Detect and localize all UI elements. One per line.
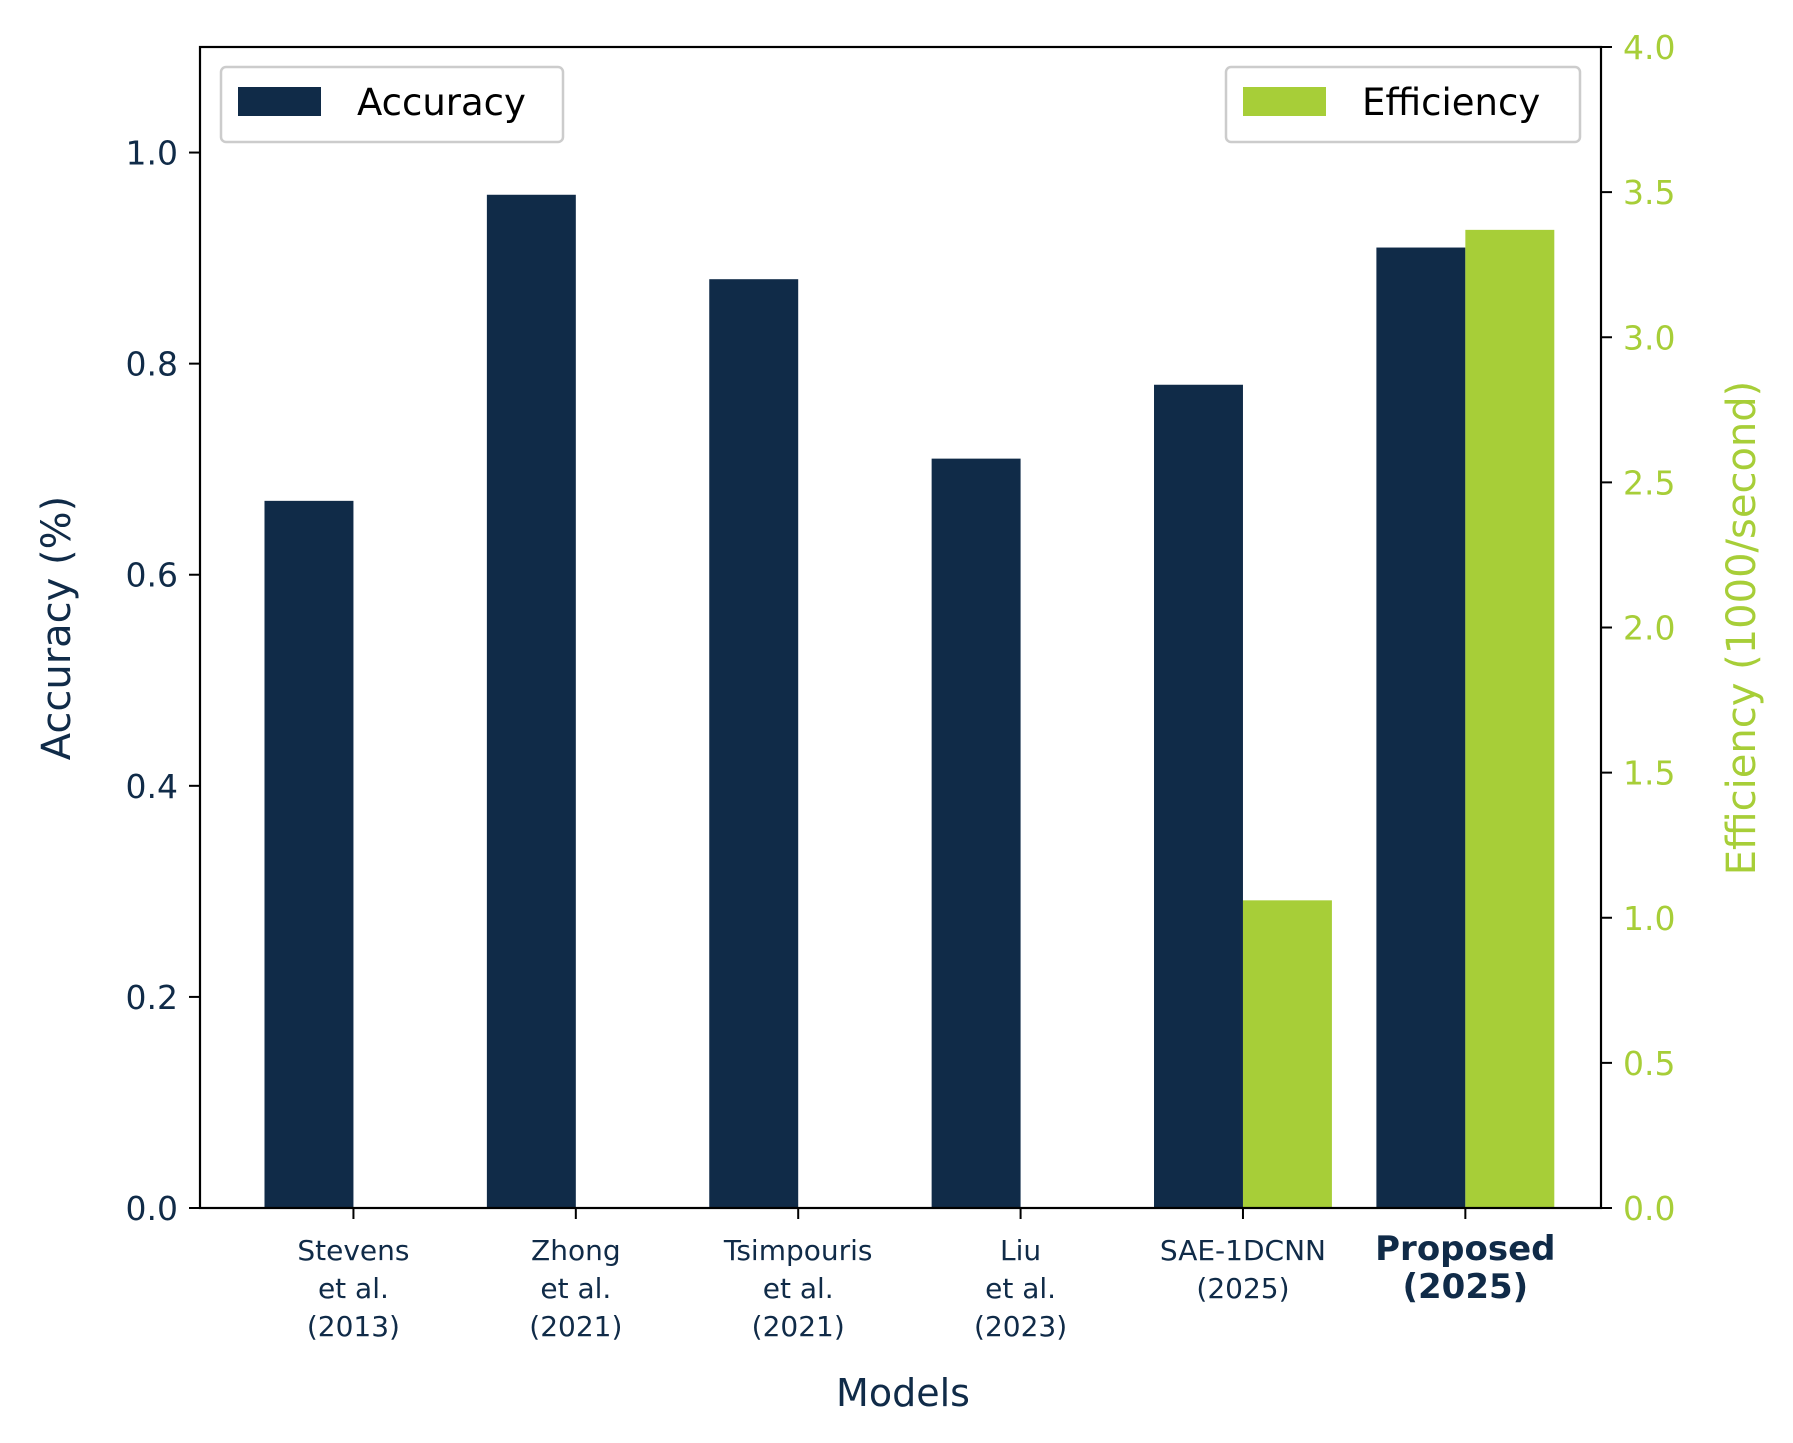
right-tick-label-2: 1.0 [1623,899,1675,938]
x-category-label-line: et al. [985,1272,1056,1305]
right-tick-label-7: 3.5 [1623,173,1675,212]
left-axis-label: Accuracy (%) [34,496,80,761]
left-tick-label-0: 0.0 [126,1189,178,1228]
left-tick-label-1: 0.2 [126,978,178,1017]
accuracy-bar-5 [1376,247,1466,1208]
x-category-label-4: SAE-1DCNN (2025) [1160,1234,1326,1305]
legend-label-0: Accuracy [357,81,526,124]
x-category-label-line: Proposed [1375,1229,1555,1269]
left-tick-label-5: 1.0 [126,134,178,173]
x-category-label-line: (2021) [752,1310,845,1343]
right-tick-label-3: 1.5 [1623,754,1675,793]
x-category-label-line: et al. [318,1272,389,1305]
left-tick-label-2: 0.4 [126,767,178,806]
x-category-label-2: Tsimpouris et al. (2021) [723,1234,873,1343]
bars-layer [264,194,1555,1209]
x-category-label-line: et al. [763,1272,834,1305]
left-tick-label-4: 0.8 [126,345,178,384]
right-tick-label-6: 3.0 [1623,318,1675,357]
x-category-label-line: Tsimpouris [723,1234,873,1267]
x-category-label-3: Liu et al. (2023) [974,1234,1067,1343]
x-category-label-line: Stevens [297,1234,409,1267]
legend-box-1 [1224,65,1582,144]
x-category-label-5: Proposed (2025) [1375,1229,1555,1307]
efficiency-bar-5 [1465,229,1555,1209]
right-axis-label: Efficiency (1000/second) [1719,381,1765,876]
x-category-label-line: (2013) [307,1310,400,1343]
right-tick-label-4: 2.0 [1623,609,1675,648]
legend-label-1: Efficiency [1362,81,1540,124]
x-category-label-line: (2025) [1196,1272,1289,1305]
legend-box-0 [219,65,565,144]
x-category-label-line: (2023) [974,1310,1067,1343]
right-tick-label-5: 2.5 [1623,463,1675,502]
right-tick-label-0: 0.0 [1623,1189,1675,1228]
right-tick-label-8: 4.0 [1623,28,1675,67]
x-axis-label: Models [836,1371,970,1415]
accuracy-bar-4 [1154,384,1243,1208]
legend-swatch-1 [1243,87,1326,116]
x-category-label-0: Stevens et al. (2013) [297,1234,409,1343]
x-category-label-1: Zhong et al. (2021) [529,1234,622,1343]
accuracy-bar-3 [931,458,1021,1208]
left-tick-label-3: 0.6 [126,556,178,595]
legend-swatch-0 [238,87,321,116]
accuracy-bar-2 [709,279,799,1208]
right-tick-label-1: 0.5 [1623,1044,1675,1083]
accuracy-bar-1 [486,194,576,1208]
x-category-label-line: et al. [540,1272,611,1305]
x-category-label-line: SAE-1DCNN [1160,1234,1326,1267]
legends-layer: Accuracy Efficiency [219,65,1582,144]
efficiency-bar-4 [1242,900,1332,1208]
accuracy-bar-0 [264,500,354,1208]
axes-layer: 0.0 0.2 0.4 0.6 0.8 1.0 0.0 0.5 1.0 1.5 2.0 2.5 3.0 3… [126,28,1676,1343]
x-category-label-line: (2021) [529,1310,622,1343]
x-category-label-line: Liu [1000,1234,1041,1267]
x-category-label-line: (2025) [1402,1267,1528,1307]
x-category-label-line: Zhong [531,1234,621,1267]
